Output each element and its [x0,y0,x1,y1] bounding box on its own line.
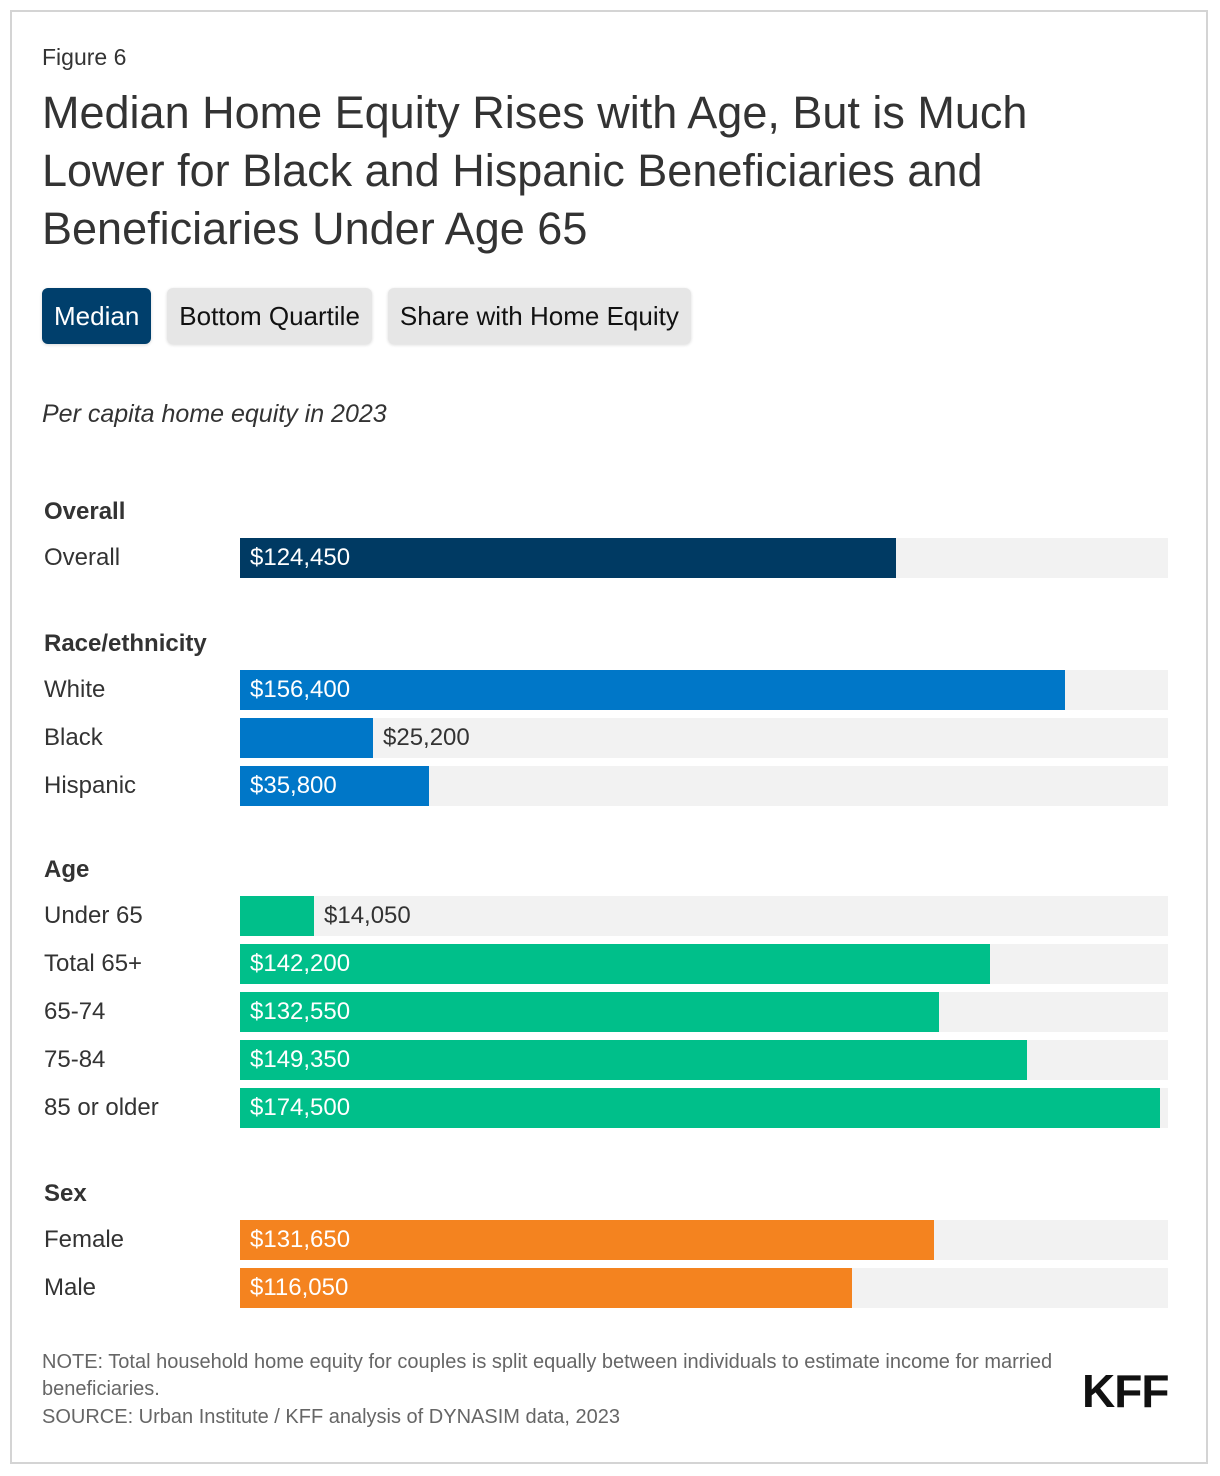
bar[interactable] [240,1268,852,1308]
bar-value-label: $124,450 [250,544,351,571]
bar-value-label: $14,050 [324,902,411,929]
tab-bottom-quartile[interactable]: Bottom Quartile [167,288,372,344]
bar-value-label: $142,200 [250,950,351,977]
bar-value-label: $131,650 [250,1226,351,1253]
bar-value-label: $35,800 [250,772,337,799]
view-tabs: Median Bottom Quartile Share with Home E… [42,288,707,344]
bar-category-label: Total 65+ [44,950,143,977]
bar[interactable] [240,1040,1027,1080]
bar[interactable] [240,1220,934,1260]
chart-source: SOURCE: Urban Institute / KFF analysis o… [42,1406,621,1428]
bar-value-label: $174,500 [250,1094,351,1121]
bar[interactable] [240,896,314,936]
chart-title: Median Home Equity Rises with Age, But i… [42,87,1028,254]
group-title: Race/ethnicity [44,630,207,657]
bar-category-label: Under 65 [44,902,143,929]
bar-category-label: White [44,676,106,703]
chart-note: NOTE: Total household home equity for co… [42,1351,1053,1400]
bar-track: $174,500 [240,1088,1168,1128]
bar-category-label: Hispanic [44,772,137,799]
bar-value-label: $25,200 [383,724,470,751]
tab-share-with-home-equity[interactable]: Share with Home Equity [387,288,691,344]
bar-track: $156,400 [240,670,1168,710]
bar-track: $25,200 [240,718,1168,758]
bar-track: $149,350 [240,1040,1168,1080]
bar-category-label: Female [44,1226,125,1253]
bar-track: $35,800 [240,766,1168,806]
bar-category-label: 75-84 [44,1046,106,1073]
kff-logo: KFF [1082,1365,1169,1417]
bar[interactable] [240,944,990,984]
chart-subtitle: Per capita home equity in 2023 [42,400,387,428]
bar-category-label: 65-74 [44,998,106,1025]
bar-category-label: Overall [44,544,121,571]
bar-category-label: 85 or older [44,1094,159,1121]
group-title: Overall [44,498,126,525]
bar[interactable] [240,718,373,758]
bar-value-label: $156,400 [250,676,351,703]
bar[interactable] [240,992,939,1032]
bar-value-label: $132,550 [250,998,351,1025]
bar-category-label: Black [44,724,103,751]
bar-value-label: $116,050 [250,1274,349,1301]
bar-track: $131,650 [240,1220,1168,1260]
bar-track: $14,050 [240,896,1168,936]
bar[interactable] [240,1088,1160,1128]
bar-track: $132,550 [240,992,1168,1032]
group-title: Age [44,856,90,883]
figure-label: Figure 6 [42,44,127,70]
bar[interactable] [240,670,1065,710]
bar-value-label: $149,350 [250,1046,351,1073]
bar-track: $124,450 [240,538,1168,578]
group-title: Sex [44,1180,87,1207]
bar-category-label: Male [44,1274,97,1301]
tab-median[interactable]: Median [42,288,152,344]
bar[interactable] [240,538,896,578]
bar-track: $116,050 [240,1268,1168,1308]
bar[interactable] [240,766,429,806]
bar-track: $142,200 [240,944,1168,984]
